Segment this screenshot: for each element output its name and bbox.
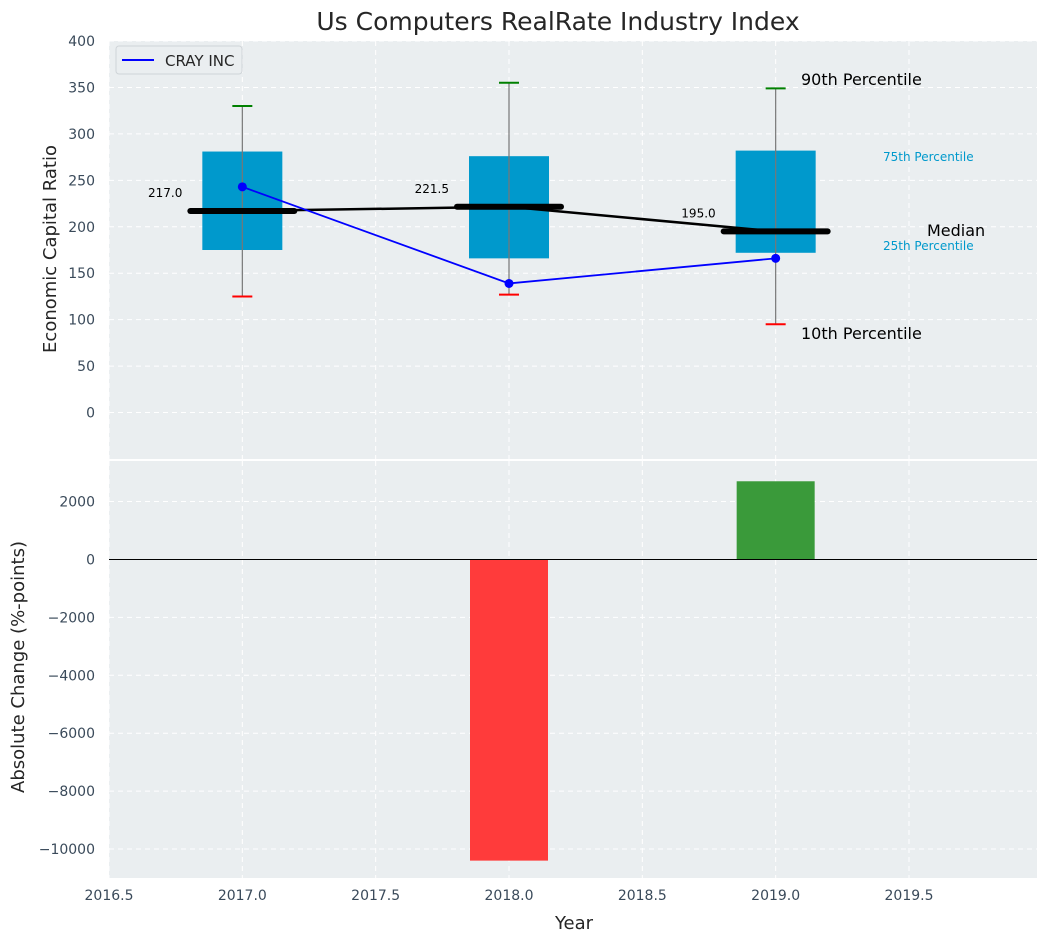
x-tick-label: 2017.0 [218,888,267,904]
bottom-y-tick-label: −4000 [48,668,95,684]
top-y-axis-label: Economic Capital Ratio [40,145,61,353]
bottom-y-tick-label: −2000 [48,610,95,626]
x-axis-label: Year [554,913,594,934]
bottom-panel: −10000 −8000 −6000 −4000 −2000 0 2000 2016.5 201… [39,461,1037,904]
bottom-y-tick-label: −6000 [48,726,95,742]
legend: CRAY INC [115,45,243,75]
top-y-tick-label: 250 [68,173,95,189]
top-y-tick-label: 350 [68,80,95,96]
annotation-median: Median [927,221,985,240]
bottom-y-tick-label: −10000 [39,842,95,858]
annotation-p75: 75th Percentile [883,150,974,164]
annotation-p90: 90th Percentile [801,70,922,89]
change-bar [470,559,548,861]
series-point [504,278,514,288]
chart-title: Us Computers RealRate Industry Index [316,7,799,36]
chart-text: Us Computers RealRate Industry Index Eco… [8,7,985,934]
top-y-tick-label: 200 [68,220,95,236]
top-y-tick-label: 300 [68,127,95,143]
x-tick-label: 2019.5 [885,888,934,904]
top-y-tick-label: 150 [68,266,95,282]
x-tick-label: 2019.0 [751,888,800,904]
bottom-y-tick-label: 2000 [59,495,95,511]
annotation-p25: 25th Percentile [883,239,974,253]
series-point [237,182,247,192]
bottom-panel-bg [109,461,1037,878]
top-y-tick-label: 50 [77,359,95,375]
x-tick-label: 2016.5 [85,888,134,904]
bottom-y-axis-label: Absolute Change (%-points) [8,541,29,793]
median-value-label: 195.0 [681,206,715,220]
top-y-tick-label: 100 [68,313,95,329]
change-bar [736,481,815,560]
top-y-tick-label: 0 [86,406,95,422]
median-value-label: 217.0 [148,186,182,200]
legend-box [115,45,243,75]
x-tick-label: 2017.5 [351,888,400,904]
x-tick-label: 2018.5 [618,888,667,904]
top-y-tick-label: 400 [68,34,95,50]
legend-label: CRAY INC [165,52,234,70]
bottom-y-tick-label: 0 [86,552,95,568]
top-panel: 0 50 100 150 200 250 300 350 400 217.0 221.5 195.0 [68,34,1037,459]
x-tick-label: 2018.0 [485,888,534,904]
median-value-label: 221.5 [415,182,449,196]
annotation-p10: 10th Percentile [801,324,922,343]
series-point [771,253,781,263]
bottom-y-tick-label: −8000 [48,784,95,800]
